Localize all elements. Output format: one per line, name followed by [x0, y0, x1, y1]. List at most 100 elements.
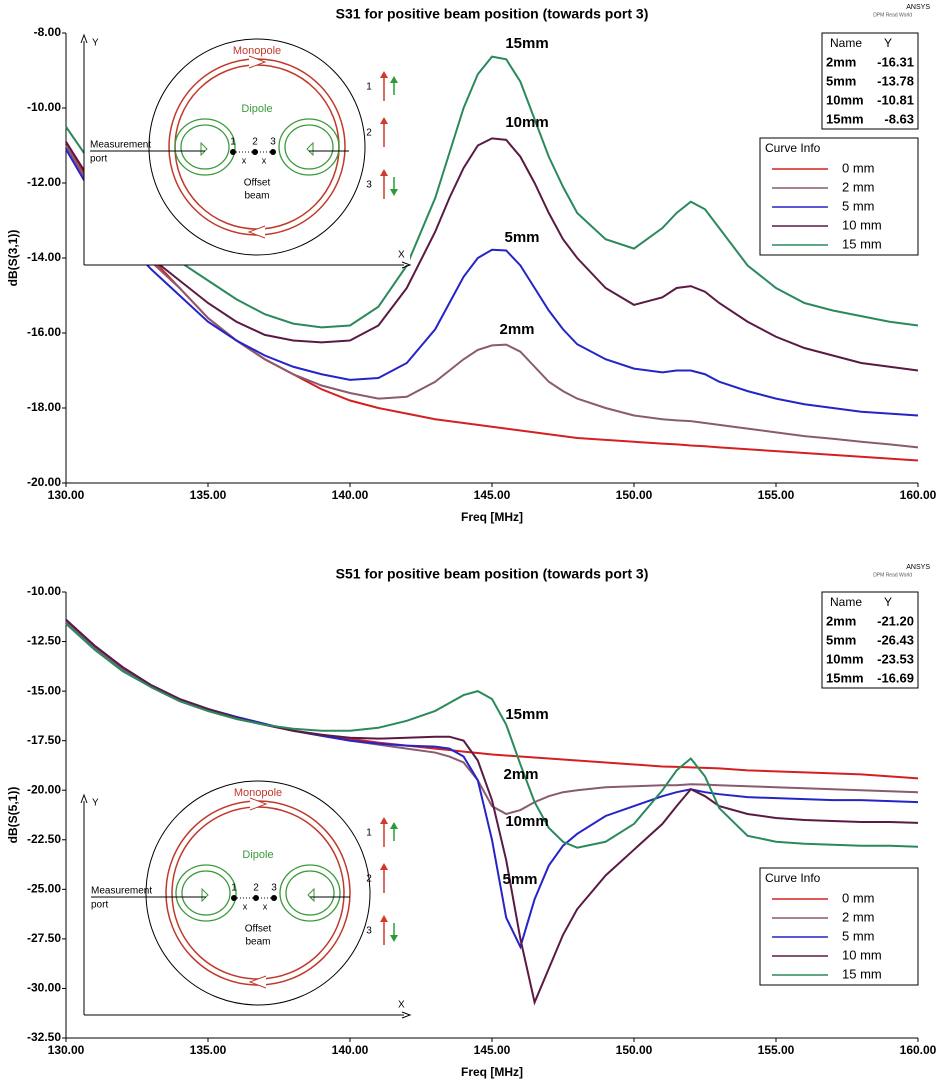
x-tick-label: 130.00: [48, 488, 85, 502]
port-label: port: [90, 154, 107, 165]
peak-annotation: 10mm: [505, 813, 548, 830]
marker-header: Name: [830, 36, 862, 50]
y-axis-label: dB(S(5,1)): [6, 787, 20, 844]
monopole-arrow: [247, 225, 266, 239]
x-tick-label: 150.00: [616, 1043, 653, 1057]
x-tick-label: 135.00: [190, 488, 227, 502]
field-arrow-head: [380, 817, 388, 824]
legend-label: 5 mm: [842, 198, 875, 213]
dipole-arrow: [307, 887, 315, 903]
beam-position-label: 2: [252, 137, 258, 148]
y-tick-label: -10.00: [27, 584, 61, 598]
beam-position: [270, 149, 276, 155]
y-tick-label: -10.00: [27, 100, 61, 114]
marker-table: [821, 32, 919, 130]
x-tick-label: 160.00: [900, 1043, 937, 1057]
x-tick-label: 150.00: [616, 488, 653, 502]
y-tick-label: -17.50: [27, 733, 61, 747]
legend-label: 10 mm: [842, 217, 882, 232]
y-tick-label: -30.00: [27, 981, 61, 995]
dipole-arrow: [201, 887, 209, 903]
arrow-label: 2: [366, 128, 372, 139]
marker-name: 10mm: [826, 651, 864, 666]
inset-y-arrow: [80, 793, 88, 804]
chart-title: S51 for positive beam position (towards …: [336, 566, 649, 582]
x-tick-label: 155.00: [758, 488, 795, 502]
marker-name: 5mm: [826, 73, 856, 88]
arrow-label: 3: [366, 180, 372, 191]
series-line: [65, 620, 919, 816]
beam-position-label: 1: [231, 883, 237, 894]
arrow-label: 2: [366, 874, 372, 885]
series-line: [65, 148, 919, 417]
beam-position: [253, 895, 259, 901]
y-tick-label: -12.00: [27, 175, 61, 189]
marker-header: Name: [830, 595, 862, 609]
peak-annotation: 2mm: [503, 766, 538, 783]
brand: ANSYS: [906, 564, 930, 571]
x-tick-label: 155.00: [758, 1043, 795, 1057]
marker-value: -21.20: [877, 613, 914, 628]
x-tick-label: 135.00: [190, 1043, 227, 1057]
x-tick-label: 140.00: [332, 488, 369, 502]
y-tick-label: -8.00: [34, 25, 62, 39]
y-axis-label: dB(S(3,1)): [6, 230, 20, 287]
chart: S31 for positive beam position (towards …: [6, 4, 937, 524]
x-axis-label: Freq [MHz]: [461, 510, 523, 524]
y-tick-label: -12.50: [27, 634, 61, 648]
y-tick-label: -15.00: [27, 683, 61, 697]
peak-annotation: 15mm: [505, 35, 548, 52]
marker-name: 2mm: [826, 54, 856, 69]
field-arrow-head: [390, 76, 398, 83]
dipole-loop: [181, 870, 231, 916]
dipole-arrow: [200, 141, 208, 157]
inset-axis-label: Y: [92, 38, 99, 49]
legend-label: 2 mm: [842, 909, 875, 924]
beam-position-label: 3: [270, 137, 276, 148]
field-arrow-head: [380, 915, 388, 922]
series-line: [65, 137, 919, 372]
legend-label: 15 mm: [842, 236, 882, 251]
marker-name: 2mm: [826, 613, 856, 628]
marker-header: Y: [884, 595, 892, 609]
marker-name: 15mm: [826, 670, 864, 685]
series-line: [65, 55, 919, 329]
marker-value: -16.31: [877, 54, 914, 69]
peak-annotation: 10mm: [505, 114, 548, 131]
legend-label: 2 mm: [842, 179, 875, 194]
y-tick-label: -18.00: [27, 400, 61, 414]
field-arrow-head: [380, 71, 388, 78]
marker-value: -23.53: [877, 651, 914, 666]
x-tick-label: 145.00: [474, 488, 511, 502]
legend: [759, 137, 919, 256]
y-tick-label: -20.00: [27, 475, 61, 489]
x-tick-label: 130.00: [48, 1043, 85, 1057]
series-line: [65, 622, 919, 849]
brand: ANSYS: [906, 4, 930, 11]
inset-x-arrow: [401, 261, 412, 269]
inset-x-arrow: [401, 1011, 412, 1019]
monopole-arrow: [248, 975, 267, 989]
beam-mark: x: [262, 155, 267, 165]
peak-annotation: 5mm: [504, 229, 539, 246]
beam-label: Offset: [245, 924, 272, 935]
cavity-outline: [145, 780, 371, 1006]
dipole-label: Dipole: [241, 103, 272, 115]
beam-position: [231, 895, 237, 901]
legend-label: 10 mm: [842, 947, 882, 962]
field-arrow-head: [390, 935, 398, 942]
peak-annotation: 5mm: [502, 871, 537, 888]
inset-y-arrow: [80, 33, 88, 44]
y-tick-label: -25.00: [27, 882, 61, 896]
inset-axis-label: X: [398, 1000, 405, 1011]
x-tick-label: 145.00: [474, 1043, 511, 1057]
dipole-arrow: [306, 141, 314, 157]
beam-position: [230, 149, 236, 155]
beam-label: beam: [244, 191, 269, 202]
marker-value: -10.81: [877, 92, 914, 107]
y-tick-label: -27.50: [27, 931, 61, 945]
arrow-label: 1: [366, 828, 372, 839]
y-tick-label: -32.50: [27, 1030, 61, 1044]
marker-value: -16.69: [877, 670, 914, 685]
marker-name: 5mm: [826, 632, 856, 647]
